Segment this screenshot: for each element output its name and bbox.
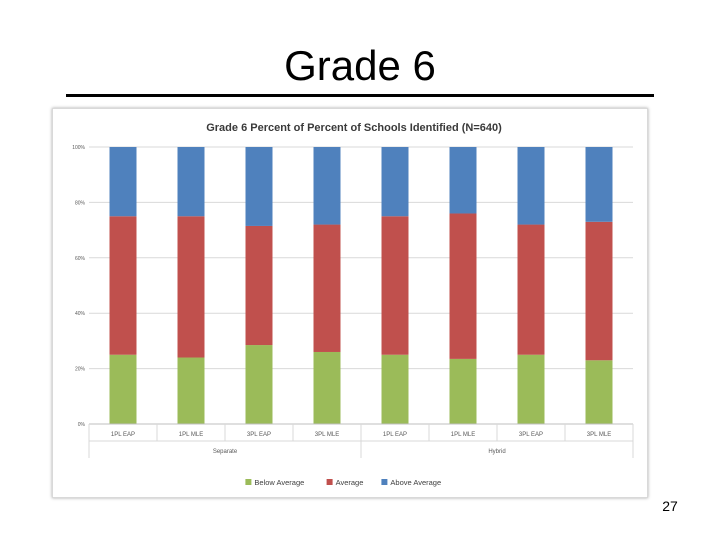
chart-frame: Grade 6 Percent of Percent of Schools Id…	[52, 108, 648, 498]
bar-segment-below-average	[517, 354, 545, 424]
bar-segment-above-average	[517, 147, 545, 225]
y-tick-label: 0%	[78, 422, 86, 428]
chart-title: Grade 6 Percent of Percent of Schools Id…	[206, 122, 502, 134]
bar-segment-above-average	[109, 147, 137, 217]
y-tick-label: 60%	[75, 256, 86, 262]
bar-segment-below-average	[245, 345, 273, 424]
x-tick-label: 3PL EAP	[247, 432, 271, 438]
x-tick-label: 3PL MLE	[315, 432, 339, 438]
bar-segment-average	[313, 224, 341, 352]
bars	[109, 147, 613, 424]
bar-segment-below-average	[381, 354, 409, 424]
x-tick-label: 1PL EAP	[111, 432, 135, 438]
legend-label: Above Average	[390, 478, 441, 487]
legend: Below Average Average Above Average	[245, 478, 441, 487]
gridlines	[89, 146, 633, 425]
bar-segment-above-average	[381, 147, 409, 217]
x-tick-label: 3PL MLE	[587, 432, 611, 438]
legend-swatch	[245, 479, 252, 485]
y-axis-tick-labels: 0% 20% 40% 60% 80% 100%	[72, 145, 85, 428]
x-tick-label: 3PL EAP	[519, 432, 543, 438]
y-tick-label: 20%	[75, 367, 86, 373]
bar-segment-below-average	[585, 360, 613, 424]
bar-segment-above-average	[177, 147, 205, 217]
legend-swatch	[326, 479, 333, 485]
y-tick-label: 80%	[75, 200, 86, 206]
bar-segment-average	[177, 216, 205, 358]
bar-segment-average	[381, 216, 409, 355]
legend-label: Below Average	[254, 478, 304, 487]
bar-segment-above-average	[449, 147, 477, 214]
bar-segment-below-average	[313, 351, 341, 424]
y-tick-label: 40%	[75, 311, 86, 317]
bar-segment-average	[585, 221, 613, 361]
page-number: 27	[662, 498, 678, 514]
bar-segment-average	[109, 216, 137, 355]
bar-segment-below-average	[177, 357, 205, 424]
legend-label: Average	[336, 478, 364, 487]
group-label: Hybrid	[488, 449, 505, 455]
slide-title: Grade 6	[284, 42, 436, 89]
bar-segment-below-average	[449, 358, 477, 424]
bar-segment-above-average	[245, 147, 273, 226]
bar-segment-average	[449, 213, 477, 359]
y-tick-label: 100%	[72, 145, 85, 151]
bar-segment-above-average	[313, 147, 341, 225]
legend-swatch	[381, 479, 388, 485]
bar-segment-average	[517, 224, 545, 355]
x-tick-label: 1PL MLE	[179, 432, 203, 438]
bar-segment-average	[245, 225, 273, 346]
group-label: Separate	[213, 449, 238, 455]
x-axis: 1PL EAP 1PL MLE 3PL EAP 3PL MLE 1PL EAP 1PL M…	[88, 423, 634, 458]
stacked-bar-chart: Grade 6 Percent of Percent of Schools Id…	[72, 122, 634, 487]
x-tick-label: 1PL EAP	[383, 432, 407, 438]
bar-segment-below-average	[109, 354, 137, 424]
x-tick-label: 1PL MLE	[451, 432, 475, 438]
title-divider	[66, 94, 654, 97]
bar-segment-above-average	[585, 147, 613, 222]
